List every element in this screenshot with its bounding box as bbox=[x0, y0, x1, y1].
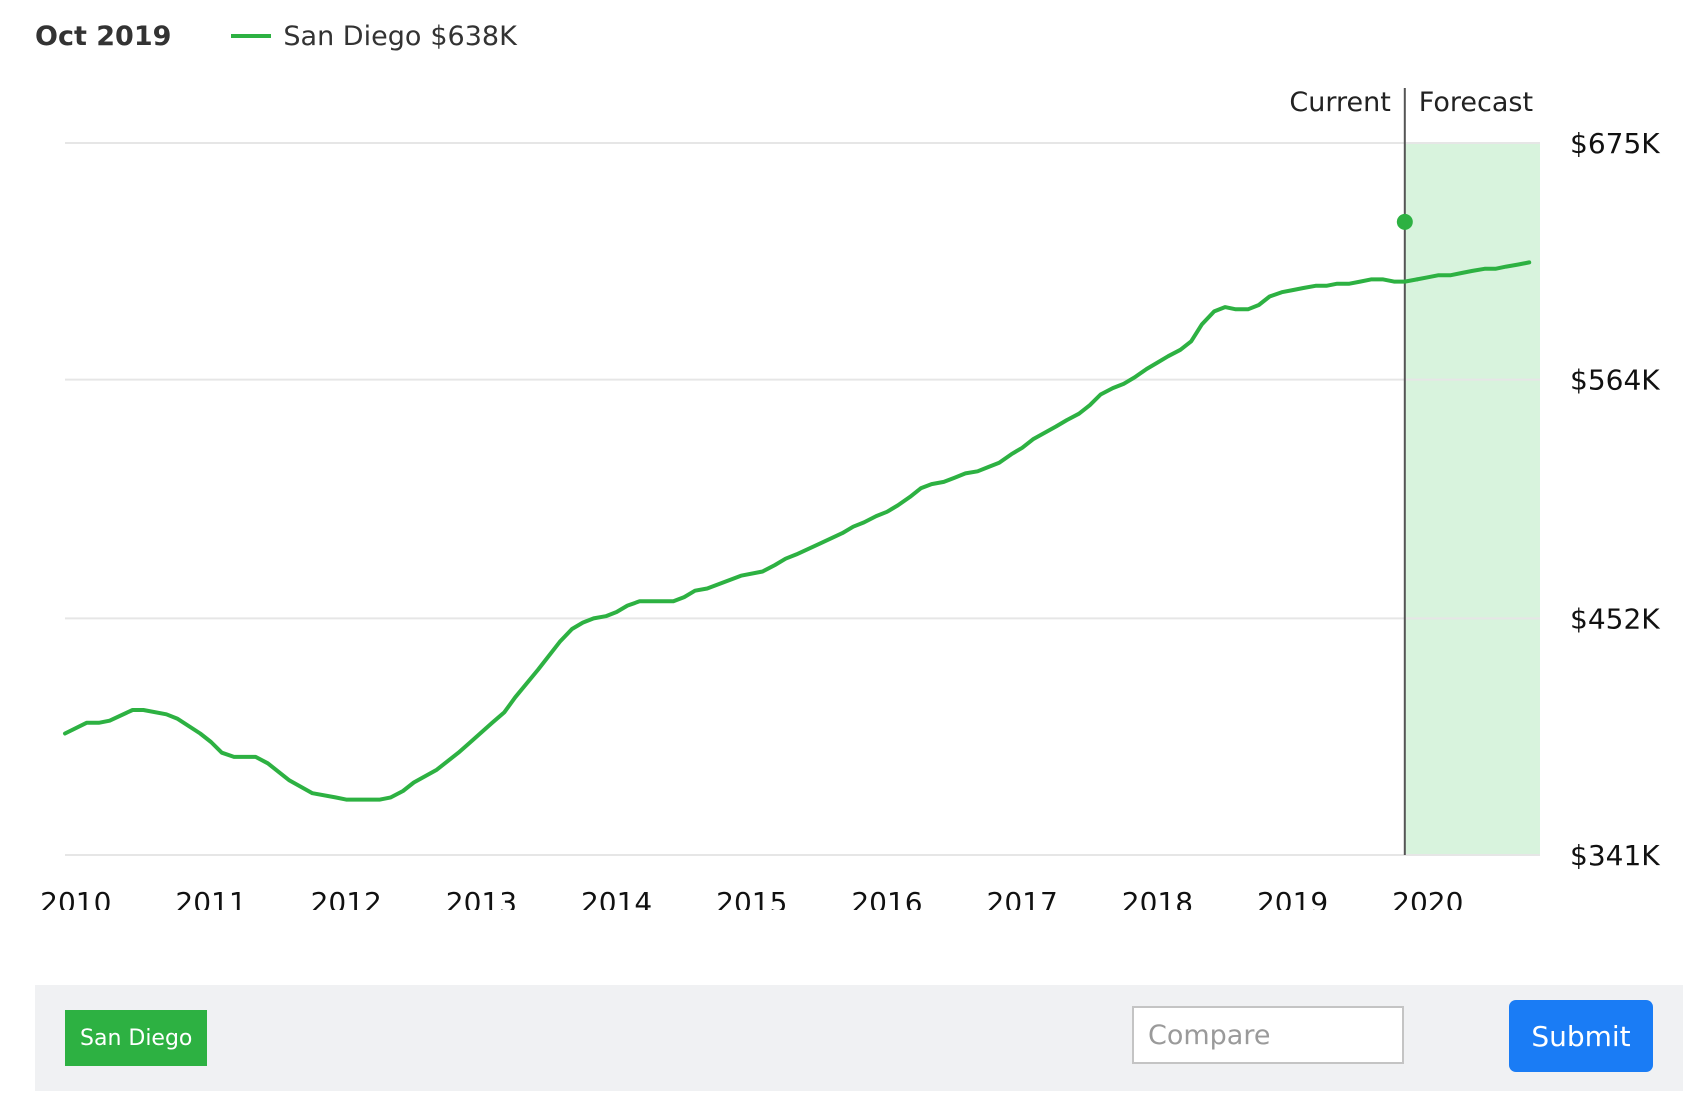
x-tick-label: 2019 bbox=[1257, 886, 1328, 910]
x-tick-label: 2010 bbox=[40, 886, 111, 910]
y-tick-label: $341K bbox=[1570, 839, 1660, 872]
submit-button[interactable]: Submit bbox=[1509, 1000, 1653, 1072]
compare-toolbar: San Diego Submit bbox=[35, 985, 1683, 1091]
y-tick-label: $452K bbox=[1570, 602, 1660, 635]
x-tick-label: 2018 bbox=[1122, 886, 1193, 910]
hover-date: Oct 2019 bbox=[35, 20, 172, 52]
x-tick-label: 2017 bbox=[987, 886, 1058, 910]
x-tick-label: 2011 bbox=[175, 886, 246, 910]
x-tick-label: 2012 bbox=[311, 886, 382, 910]
y-tick-label: $564K bbox=[1570, 364, 1660, 397]
x-tick-label: 2016 bbox=[851, 886, 922, 910]
x-tick-label: 2015 bbox=[716, 886, 787, 910]
x-tick-label: 2020 bbox=[1392, 886, 1463, 910]
compare-input[interactable] bbox=[1132, 1006, 1404, 1064]
y-tick-label: $675K bbox=[1570, 127, 1660, 160]
forecast-region bbox=[1404, 143, 1540, 855]
series-line-forecast bbox=[1415, 260, 1532, 282]
forecast-label: Forecast bbox=[1419, 87, 1533, 118]
x-tick-label: 2013 bbox=[446, 886, 517, 910]
legend-series-value: $638K bbox=[430, 20, 517, 52]
home-value-chart: $341K $452K $564K $675K 2010 2011 2012 2013 2014… bbox=[40, 87, 1660, 910]
current-label: Current bbox=[1289, 87, 1390, 118]
legend-series-label: San Diego bbox=[283, 20, 422, 52]
x-tick-label: 2014 bbox=[581, 886, 652, 910]
location-tag-san-diego[interactable]: San Diego bbox=[65, 1010, 208, 1066]
series-line-history bbox=[63, 277, 1419, 802]
chart-legend: Oct 2019 San Diego $638K bbox=[35, 14, 517, 58]
legend-entry-san-diego[interactable]: San Diego $638K bbox=[231, 20, 517, 52]
current-value-marker bbox=[1396, 213, 1413, 230]
legend-line-swatch bbox=[231, 34, 272, 38]
